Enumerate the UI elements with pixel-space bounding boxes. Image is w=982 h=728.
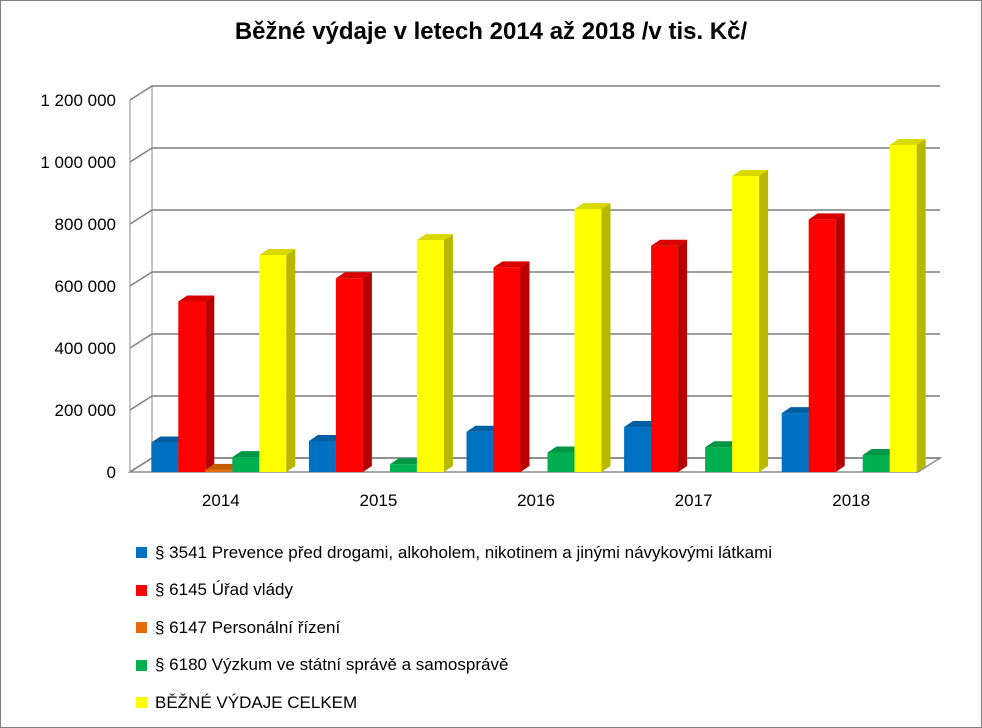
bar-front: [808, 219, 836, 472]
x-tick-label: 2017: [675, 491, 713, 510]
x-tick-label: 2014: [202, 491, 240, 510]
legend-item: § 3541 Prevence před drogami, alkoholem,…: [136, 534, 896, 572]
bar-front: [732, 175, 760, 472]
bar-front: [493, 267, 521, 472]
bar-side: [362, 272, 372, 472]
bar-top: [732, 169, 769, 176]
y-tick-label: 800 000: [55, 215, 116, 234]
legend-swatch: [136, 584, 147, 596]
bar-side: [205, 295, 215, 472]
y-tick-label: 1 000 000: [40, 153, 116, 172]
legend-label: § 6145 Úřad vlády: [155, 580, 293, 600]
bar-front: [624, 427, 652, 472]
x-tick-label: 2018: [832, 491, 870, 510]
bar-top: [335, 272, 372, 279]
legend-swatch: [136, 547, 147, 559]
chart-title: Běžné výdaje v letech 2014 až 2018 /v ti…: [234, 18, 748, 45]
legend-item: § 6147 Personální řízení: [136, 609, 896, 647]
gridline: [129, 147, 940, 163]
bar: [574, 203, 611, 472]
bar-side: [678, 239, 688, 472]
bar-front: [232, 457, 260, 472]
bar-front: [466, 431, 494, 472]
bar-front: [574, 209, 602, 472]
bar-side: [835, 213, 845, 472]
bar-top: [416, 234, 453, 241]
y-tick-label: 0: [107, 463, 116, 482]
legend-swatch: [136, 697, 147, 709]
legend-item: § 6180 Výzkum ve státní správě a samospr…: [136, 647, 896, 685]
bar-side: [286, 249, 296, 472]
legend-swatch: [136, 622, 147, 634]
bar: [335, 272, 372, 472]
bar-front: [781, 413, 809, 472]
legend-item: BĚŽNÉ VÝDAJE CELKEM: [136, 684, 896, 722]
bar: [259, 249, 296, 472]
bar-side: [443, 234, 453, 472]
bar-top: [808, 213, 845, 220]
bar-front: [705, 447, 733, 472]
bar-front: [335, 278, 363, 472]
legend-label: § 3541 Prevence před drogami, alkoholem,…: [155, 542, 773, 562]
chart-legend: § 3541 Prevence před drogami, alkoholem,…: [136, 534, 896, 722]
gridline: [129, 209, 940, 225]
bar-top: [889, 138, 926, 145]
bar-top: [493, 261, 530, 268]
bar-front: [862, 454, 890, 472]
gridline: [129, 85, 940, 101]
bar: [732, 169, 769, 472]
y-tick-label: 1 200 000: [40, 91, 116, 110]
bar-side: [601, 203, 611, 472]
legend-label: § 6180 Výzkum ve státní správě a samospr…: [155, 655, 509, 675]
bar-front: [151, 442, 179, 472]
bar-side: [916, 138, 926, 472]
bar: [889, 138, 926, 472]
legend-swatch: [136, 659, 147, 671]
y-tick-label: 600 000: [55, 277, 116, 296]
bar-top: [574, 203, 611, 210]
bar-side: [520, 261, 530, 472]
bar-front: [889, 144, 917, 472]
x-tick-label: 2016: [517, 491, 555, 510]
bar-front: [416, 240, 444, 472]
legend-label: § 6147 Personální řízení: [155, 617, 341, 637]
y-tick-label: 200 000: [55, 401, 116, 420]
bar-front: [389, 464, 417, 472]
legend-item: § 6145 Úřad vlády: [136, 572, 896, 610]
bar-front: [259, 255, 287, 472]
bar: [416, 234, 453, 472]
bar: [808, 213, 845, 472]
bar-front: [308, 441, 336, 472]
bar-top: [178, 295, 215, 302]
bar: [493, 261, 530, 472]
bar: [651, 239, 688, 472]
bar-front: [205, 469, 233, 472]
bar-front: [178, 301, 206, 472]
bar-top: [651, 239, 688, 246]
bar-front: [547, 452, 575, 472]
bar: [178, 295, 215, 472]
bar-front: [651, 245, 679, 472]
legend-label: BĚŽNÉ VÝDAJE CELKEM: [155, 692, 358, 712]
bar-side: [759, 169, 769, 472]
x-tick-label: 2015: [359, 491, 397, 510]
y-tick-label: 400 000: [55, 339, 116, 358]
bar-top: [259, 249, 296, 255]
